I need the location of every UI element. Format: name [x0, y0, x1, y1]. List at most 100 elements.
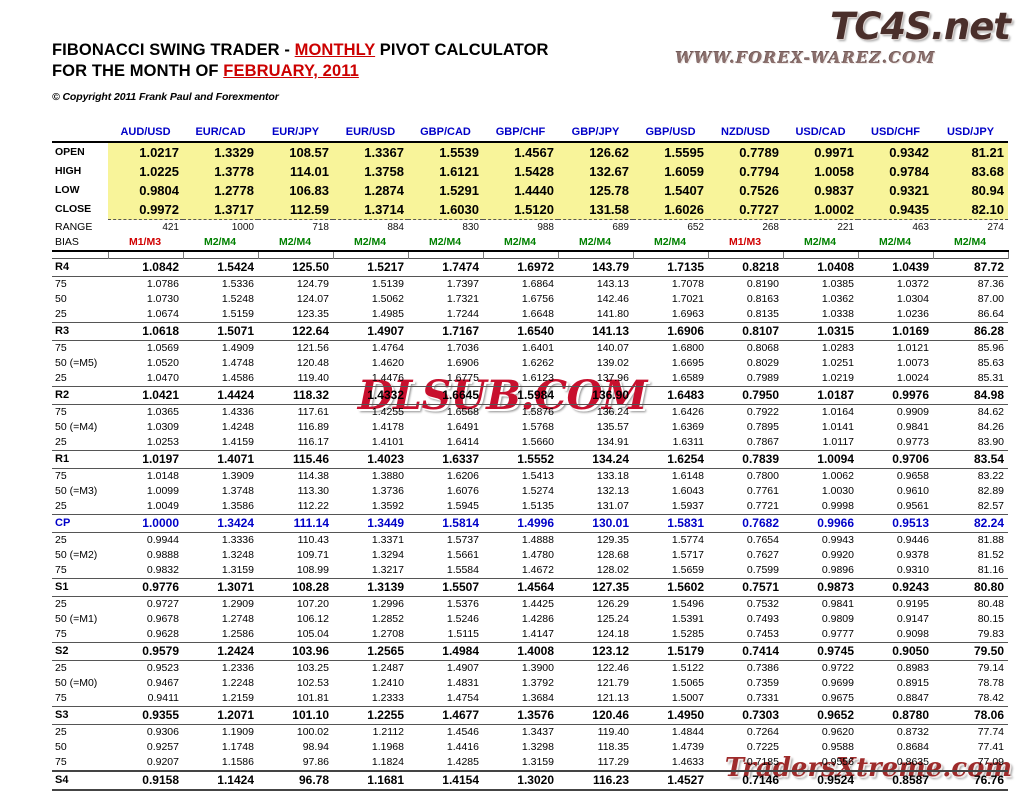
cell-25-gbp-cad: 1.6775	[446, 371, 479, 384]
cell-75-usd-cad: 1.0062	[821, 469, 854, 482]
table-row: S3 0.9355 1.2071 101.10 1.2255 1.4677 1.3576 12…	[52, 705, 1008, 725]
row-label-s4: S4	[52, 769, 108, 791]
cell-50-m0-eur-usd: 1.2410	[371, 676, 404, 689]
cell-open-eur-usd: 1.3367	[333, 142, 408, 162]
cell-s2-eur-cad: 1.2424	[183, 641, 258, 661]
cell-low-eur-jpy: 106.83	[258, 181, 333, 200]
cell-75-gbp-chf: 1.5876	[521, 405, 554, 418]
table-header-row: AUD/USD EUR/CAD EUR/JPY EUR/USD GBP/CAD GBP/C…	[52, 124, 1008, 143]
table-row: BIAS M1/M3 M2/M4 M2/M4 M2/M4 M2/M4 M2/M4 M2/M4 M…	[52, 235, 1008, 252]
cell-25-usd-chf: 0.9446	[896, 533, 929, 546]
cell-r1-eur-jpy: 115.46	[258, 449, 333, 469]
cell-25-aud-usd: 1.0674	[146, 307, 179, 320]
cell-spacer-usd-chf	[857, 251, 934, 258]
cell-50-m2-aud-usd: 0.9888	[146, 548, 179, 561]
cell-75-eur-cad: 1.4336	[221, 405, 254, 418]
cell-r3-gbp-cad: 1.7167	[408, 321, 483, 341]
table-row: 50 (=M0) 0.9467 1.2248 102.53 1.2410 1.4831 1.…	[52, 676, 1008, 691]
table-row: 50 (=M2) 0.9888 1.3248 109.71 1.3294 1.5661 1.…	[52, 548, 1008, 563]
cell-s3-gbp-cad: 1.4677	[408, 705, 483, 725]
row-label-25: 25	[55, 307, 67, 320]
row-label	[52, 251, 108, 258]
cell-r4-nzd-usd: 0.8218	[708, 257, 783, 277]
cell-75-gbp-usd: 1.6800	[671, 341, 704, 354]
cell-close-eur-usd: 1.3714	[333, 200, 408, 220]
cell-s4-gbp-cad: 1.4154	[408, 769, 483, 791]
cell-25-gbp-usd: 1.5496	[671, 597, 704, 610]
cell-low-usd-chf: 0.9321	[858, 181, 933, 200]
cell-s1-gbp-usd: 1.5602	[633, 577, 708, 597]
cell-close-usd-jpy: 82.10	[933, 200, 1008, 220]
cell-50-eur-jpy: 98.94	[302, 740, 329, 753]
cell-25-gbp-usd: 1.6311	[672, 435, 704, 448]
cell-50-m1-gbp-chf: 1.4286	[521, 612, 554, 625]
cell-range-usd-cad: 221	[837, 222, 854, 233]
cell-50-gbp-usd: 1.4739	[671, 740, 704, 753]
table-row: 25 1.0674 1.5159 123.35 1.4985 1.7244 1.6648 14…	[52, 307, 1008, 323]
table-row: R3 1.0618 1.5071 122.64 1.4907 1.7167 1.6540 14…	[52, 321, 1008, 341]
cell-75-gbp-cad: 1.5584	[446, 563, 479, 576]
cell-75-usd-jpy: 78.42	[977, 691, 1004, 704]
cell-close-usd-chf: 0.9435	[858, 200, 933, 220]
cell-s2-usd-cad: 0.9745	[783, 641, 858, 661]
cell-low-gbp-usd: 1.5407	[633, 181, 708, 200]
cell-25-usd-cad: 1.0117	[822, 435, 854, 448]
cell-r2-gbp-chf: 1.5984	[483, 385, 558, 405]
cell-25-eur-usd: 1.4985	[371, 307, 404, 320]
cell-50-m4-eur-jpy: 116.89	[297, 420, 329, 433]
cell-75-gbp-chf: 1.4672	[521, 563, 554, 576]
cell-bias-gbp-usd: M2/M4	[633, 235, 708, 252]
cell-50-gbp-jpy: 118.35	[597, 740, 629, 753]
cell-50-usd-chf: 0.8684	[896, 740, 929, 753]
table-row: 50 (=M5) 1.0520 1.4748 120.48 1.4620 1.6906 1.…	[52, 356, 1008, 371]
cell-r1-gbp-usd: 1.6254	[633, 449, 708, 469]
cell-s4-eur-cad: 1.1424	[183, 769, 258, 791]
cell-range-gbp-jpy: 689	[612, 222, 629, 233]
cell-75-gbp-jpy: 121.13	[596, 691, 629, 704]
bias-value: M2/M4	[428, 236, 462, 248]
cell-75-gbp-usd: 1.4633	[671, 755, 704, 768]
bias-value: M2/M4	[503, 236, 537, 248]
row-label-open: OPEN	[55, 146, 85, 158]
cell-75-eur-jpy: 101.81	[296, 691, 329, 704]
cell-bias-aud-usd: M1/M3	[108, 235, 183, 252]
cell-s2-eur-usd: 1.2565	[333, 641, 408, 661]
cell-25-nzd-usd: 0.7386	[746, 661, 779, 674]
cell-75-eur-usd: 1.4764	[371, 341, 404, 354]
cell-50-m3-usd-jpy: 82.89	[977, 484, 1004, 497]
row-label-r2: R2	[52, 385, 108, 405]
cell-25-aud-usd: 1.0049	[146, 499, 179, 512]
cell-75-usd-cad: 0.9777	[821, 627, 854, 640]
table-row: OPEN 1.0217 1.3329 108.57 1.3367 1.5539 1.4567…	[52, 142, 1008, 162]
cell-25-gbp-cad: 1.7244	[446, 307, 479, 320]
row-label-25: 25	[55, 435, 67, 448]
cell-close-aud-usd: 0.9972	[108, 200, 183, 220]
cell-cp-eur-cad: 1.3424	[183, 513, 258, 533]
cell-75-gbp-chf: 1.5413	[521, 469, 554, 482]
cell-spacer-gbp-jpy	[557, 251, 634, 258]
cell-75-gbp-jpy: 128.02	[596, 563, 629, 576]
row-label-75: 75	[55, 563, 67, 576]
cell-r3-aud-usd: 1.0618	[108, 321, 183, 341]
cell-75-gbp-jpy: 124.18	[596, 627, 629, 640]
cell-s4-nzd-usd: 0.7146	[708, 769, 783, 791]
column-header-gbp-jpy: GBP/JPY	[558, 124, 633, 143]
row-label-75: 75	[55, 405, 67, 418]
cell-25-gbp-usd: 1.6963	[671, 307, 704, 320]
cell-spacer-gbp-chf	[482, 251, 559, 258]
cell-spacer-aud-usd	[107, 251, 184, 258]
cell-s4-usd-cad: 0.9524	[783, 769, 858, 791]
cell-range-aud-usd: 421	[162, 222, 179, 233]
table-row: 75 1.0786 1.5336 124.79 1.5139 1.7397 1.6864 14…	[52, 276, 1008, 292]
cell-50-m0-eur-cad: 1.2248	[221, 676, 254, 689]
cell-s3-eur-jpy: 101.10	[258, 705, 333, 725]
row-label-50-m0: 50 (=M0)	[55, 676, 98, 689]
cell-50-m5-eur-usd: 1.4620	[371, 356, 404, 369]
row-label-50-m1: 50 (=M1)	[55, 612, 98, 625]
cell-75-gbp-cad: 1.7397	[446, 277, 479, 290]
cell-75-nzd-usd: 0.7331	[746, 691, 779, 704]
cell-r1-gbp-cad: 1.6337	[408, 449, 483, 469]
cell-75-usd-chf: 0.9098	[896, 627, 929, 640]
cell-75-eur-usd: 1.1824	[371, 755, 404, 768]
cell-open-eur-cad: 1.3329	[183, 142, 258, 162]
